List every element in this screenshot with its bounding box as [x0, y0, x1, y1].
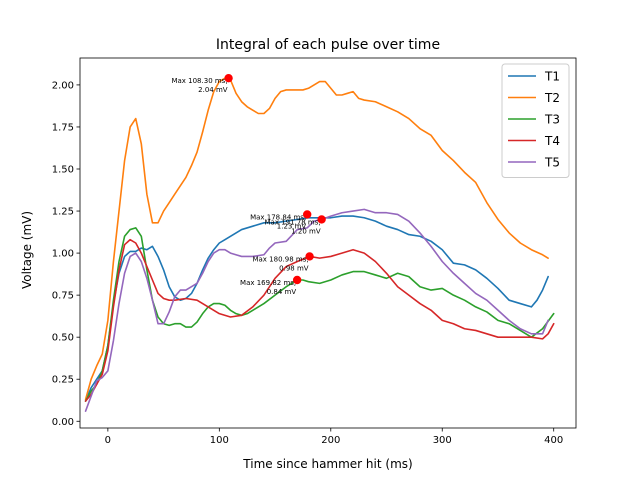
- series-line-t1: [84, 215, 549, 402]
- max-annotation-line1: Max 178.84 ms,: [250, 213, 306, 221]
- series-line-t3: [84, 227, 555, 402]
- max-annotation-line2: 1.20 mV: [291, 227, 321, 235]
- x-tick-label: 300: [433, 435, 452, 446]
- y-tick-label: 1.25: [52, 207, 74, 218]
- y-tick-label: 1.00: [52, 249, 74, 260]
- legend-label-t4: T4: [544, 134, 560, 148]
- x-tick-label: 200: [321, 435, 340, 446]
- series-line-t4: [84, 238, 555, 402]
- max-marker: [317, 215, 326, 224]
- y-tick-label: 2.00: [52, 80, 74, 91]
- y-tick-label: 0.50: [52, 333, 74, 344]
- max-annotation-line1: Max 191.78 ms,: [265, 218, 321, 226]
- series-line-t5: [84, 208, 549, 412]
- x-axis-label: Time since hammer hit (ms): [242, 457, 412, 471]
- max-marker: [305, 252, 314, 261]
- legend-label-t3: T3: [544, 113, 560, 127]
- axes-frame: [79, 57, 577, 429]
- y-tick-label: 0.00: [52, 417, 74, 428]
- max-annotation-line2: 1.23 mV: [277, 222, 307, 230]
- max-marker: [303, 210, 312, 219]
- x-tick-label: 100: [210, 435, 229, 446]
- legend-label-t5: T5: [544, 156, 560, 170]
- x-tick-label: 400: [544, 435, 563, 446]
- max-annotation-line2: 0.98 mV: [279, 264, 309, 272]
- legend-label-t2: T2: [544, 91, 560, 105]
- legend: T1 T2 T3 T4 T5: [501, 63, 570, 178]
- max-annotation-line2: 2.04 mV: [198, 86, 228, 94]
- y-tick-label: 1.75: [52, 122, 74, 133]
- series-line-t2: [84, 77, 549, 401]
- max-annotation-line1: Max 180.98 ms,: [252, 255, 308, 263]
- y-tick-label: 0.75: [52, 291, 74, 302]
- max-marker: [292, 275, 302, 285]
- chart-title: Integral of each pulse over time: [216, 37, 440, 53]
- max-annotation-line1: Max 169.82 ms,: [240, 279, 296, 287]
- y-axis-label: Voltage (mV): [20, 211, 34, 289]
- max-annotation-line2: 0.84 mV: [267, 288, 297, 296]
- legend-label-t1: T1: [544, 70, 560, 84]
- max-marker: [224, 73, 233, 83]
- plot-area: 0 100 200 300 400 0.00 0.25 0.50 0.75 1.00 1.25 1.5…: [52, 57, 577, 446]
- legend-box: [501, 63, 570, 178]
- max-annotation-line1: Max 108.30 ms,: [171, 77, 227, 85]
- y-tick-label: 0.25: [52, 375, 74, 386]
- x-tick-label: 0: [105, 435, 111, 446]
- y-tick-label: 1.50: [52, 165, 74, 176]
